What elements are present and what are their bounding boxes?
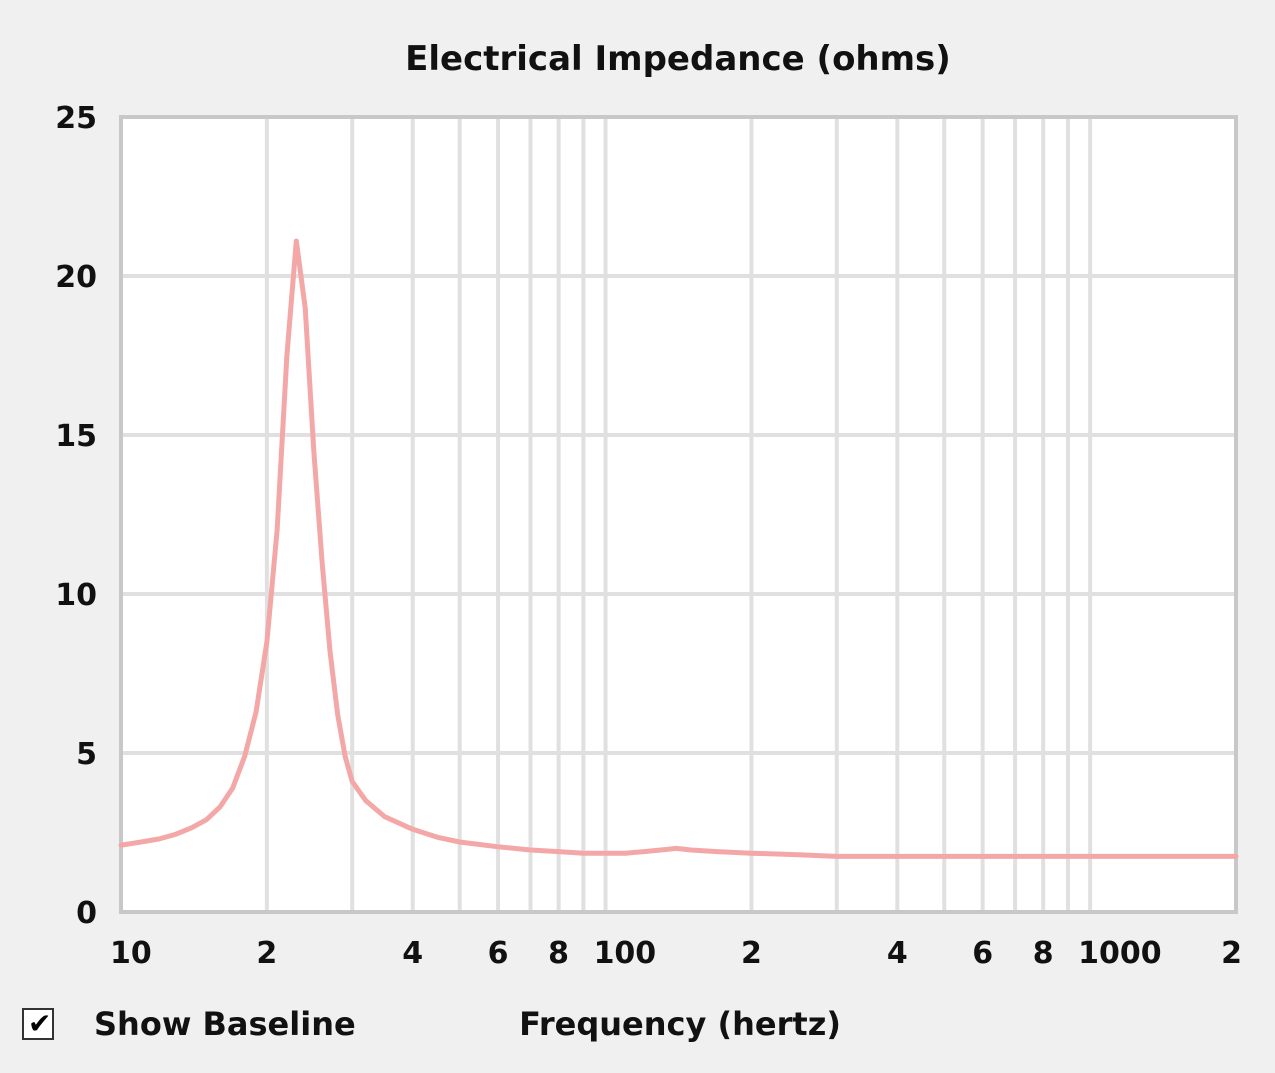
x-gridlines	[264, 117, 1093, 912]
y-gridlines	[121, 274, 1236, 755]
x-tick-labels: 10 2 4 6 8 100 2 4 6 8 1000 2	[110, 936, 1242, 971]
y-tick-label: 20	[55, 260, 97, 295]
impedance-chart: Electrical Impedance (ohms) 0 5 10 15 20 25 1…	[55, 39, 1242, 971]
x-tick-label: 2	[741, 936, 762, 971]
x-axis-label-container: Frequency (hertz)	[519, 1005, 841, 1043]
x-tick-label: 6	[972, 936, 993, 971]
series-group	[118, 238, 1239, 859]
x-tick-label: 10	[110, 936, 152, 971]
x-tick-label: 8	[548, 936, 569, 971]
x-tick-label: 4	[402, 936, 423, 971]
show-baseline-checkbox[interactable]: ✔	[22, 1008, 54, 1040]
plot-frame	[119, 115, 1238, 914]
x-tick-label: 100	[594, 936, 657, 971]
show-baseline-label: Show Baseline	[94, 1005, 356, 1043]
x-tick-label: 2	[1221, 936, 1242, 971]
y-tick-label: 25	[55, 101, 97, 136]
y-tick-label: 10	[55, 578, 97, 613]
y-tick-label: 15	[55, 419, 97, 454]
x-tick-label: 6	[488, 936, 509, 971]
x-tick-label: 2	[256, 936, 277, 971]
impedance-series-line	[118, 238, 1239, 859]
y-tick-label: 5	[76, 737, 97, 772]
x-tick-label: 8	[1033, 936, 1054, 971]
y-tick-labels: 0 5 10 15 20 25	[55, 101, 97, 931]
checkmark-icon: ✔	[28, 1007, 52, 1040]
y-tick-label: 0	[76, 896, 97, 931]
x-axis-label: Frequency (hertz)	[519, 1005, 841, 1043]
chart-title: Electrical Impedance (ohms)	[405, 39, 951, 79]
x-tick-label: 4	[887, 936, 908, 971]
x-tick-label: 1000	[1078, 936, 1162, 971]
show-baseline-control[interactable]: ✔ Show Baseline	[22, 1005, 356, 1043]
plot-area	[121, 117, 1236, 912]
